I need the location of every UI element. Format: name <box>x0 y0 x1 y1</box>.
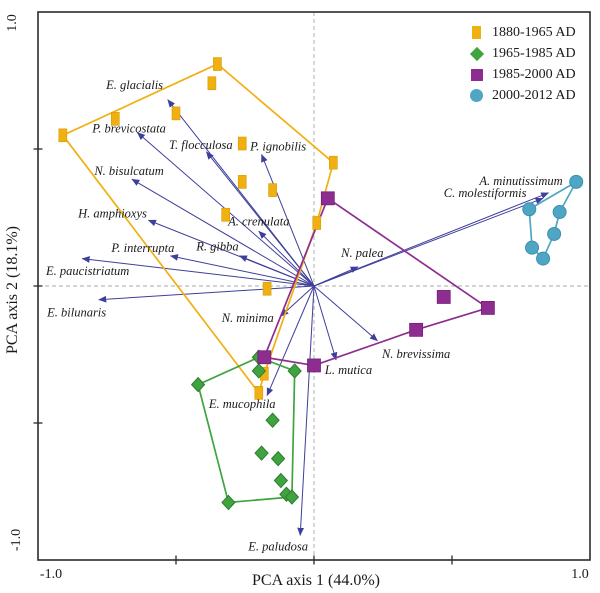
data-point <box>569 174 584 189</box>
circle-marker-icon <box>469 87 484 105</box>
species-vector <box>169 254 315 287</box>
x-axis-title: PCA axis 1 (44.0%) <box>252 572 380 589</box>
species-vector <box>81 256 315 287</box>
convex-hull <box>197 356 296 504</box>
data-point <box>312 216 322 230</box>
species-vector <box>205 151 315 287</box>
data-point <box>251 363 266 379</box>
data-point <box>525 240 540 255</box>
species-label: P. brevicostata <box>91 122 166 136</box>
legend-swatch <box>472 26 481 39</box>
species-label: A. minutissimum <box>478 174 562 188</box>
data-point <box>552 205 567 220</box>
species-label: E. paucistriatum <box>45 264 129 278</box>
convex-hull <box>61 63 335 394</box>
y-tick-label-min: -1.0 <box>9 528 24 552</box>
species-label: N. bisulcatum <box>93 164 163 178</box>
species-vector <box>131 178 315 287</box>
legend-label: 1985-2000 AD <box>492 66 576 82</box>
legend-item: 1965-1985 AD <box>469 43 576 64</box>
species-label: E. paludosa <box>247 540 308 554</box>
data-point <box>221 207 230 222</box>
rect-marker-icon <box>469 24 484 42</box>
data-point <box>262 281 272 296</box>
data-point <box>536 251 551 266</box>
data-point <box>257 350 272 365</box>
species-vector <box>313 285 378 342</box>
species-label: P. ignobilis <box>249 140 306 154</box>
data-point <box>436 290 451 304</box>
data-point <box>287 363 302 379</box>
legend-label: 2000-2012 AD <box>492 87 576 103</box>
data-point <box>409 322 424 337</box>
species-label: N. palea <box>340 246 383 260</box>
species-vector <box>313 197 544 287</box>
data-point <box>190 376 206 393</box>
species-label: H. amphioxys <box>77 207 147 221</box>
square-marker-icon <box>469 66 484 84</box>
data-point <box>110 112 120 126</box>
species-vector <box>297 285 315 536</box>
species-vector <box>239 255 315 287</box>
data-point <box>284 489 300 505</box>
species-vector <box>261 154 315 287</box>
data-point <box>207 76 217 91</box>
species-vector <box>98 285 315 303</box>
data-point <box>522 202 537 217</box>
species-label: L. mutica <box>324 363 372 377</box>
x-tick-label-min: -1.0 <box>39 567 63 582</box>
y-axis-title: PCA axis 2 (18.1%) <box>4 226 21 354</box>
data-point <box>270 450 286 467</box>
diamond-marker-icon <box>469 45 484 63</box>
species-vector <box>266 285 315 397</box>
plot-border <box>37 11 591 561</box>
data-point <box>547 226 562 241</box>
data-point <box>171 106 181 121</box>
data-point <box>254 445 269 461</box>
legend-swatch <box>470 68 483 81</box>
data-point <box>265 412 280 428</box>
species-label: N. minima <box>221 311 274 325</box>
legend-swatch <box>470 89 483 102</box>
data-point <box>273 472 289 489</box>
legend-label: 1965-1985 AD <box>492 45 576 61</box>
x-tick-label-max: 1.0 <box>571 567 589 582</box>
convex-hull <box>263 197 489 367</box>
species-label: N. brevissima <box>381 347 450 361</box>
species-label: T. flocculosa <box>169 138 233 152</box>
data-point <box>320 191 335 206</box>
data-point <box>237 175 247 189</box>
species-label: R. gibba <box>195 240 238 254</box>
data-point <box>329 155 338 170</box>
legend: 1880-1965 AD 1965-1985 AD 1985-2000 AD 2000… <box>469 22 576 106</box>
data-point <box>480 301 495 315</box>
species-label: A. crenulata <box>227 214 289 228</box>
species-vector <box>258 230 315 287</box>
data-point <box>58 128 68 143</box>
legend-item: 1985-2000 AD <box>469 64 576 85</box>
legend-swatch <box>469 46 484 61</box>
species-label: E. glacialis <box>105 78 163 92</box>
data-point <box>237 136 247 151</box>
species-label: P. interrupta <box>110 241 174 255</box>
species-label: C. molestiformis <box>444 186 527 200</box>
data-point <box>307 358 321 373</box>
data-point <box>254 386 264 400</box>
species-label: E. mucophila <box>208 397 276 411</box>
species-label: E. bilunaris <box>46 305 106 319</box>
y-tick-label-max: 1.0 <box>5 14 20 32</box>
legend-item: 2000-2012 AD <box>469 85 576 106</box>
data-point <box>213 57 222 71</box>
species-vector <box>313 192 550 287</box>
species-vector <box>313 285 338 361</box>
legend-label: 1880-1965 AD <box>492 24 576 40</box>
data-point <box>268 183 277 197</box>
data-point <box>221 494 236 511</box>
legend-item: 1880-1965 AD <box>469 22 576 43</box>
